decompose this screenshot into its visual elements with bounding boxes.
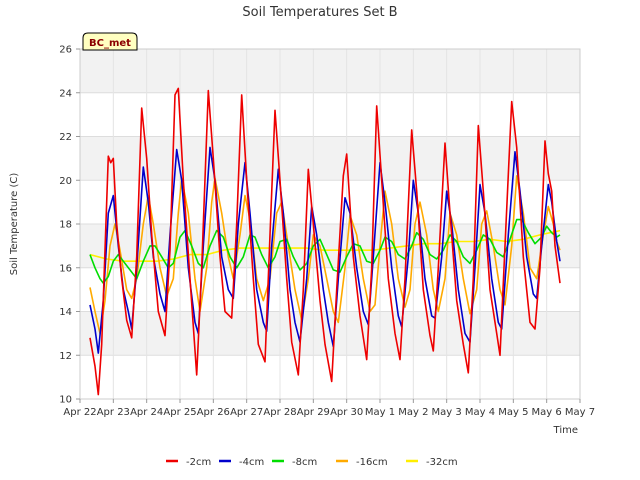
x-tick-label: May 4 bbox=[465, 407, 495, 418]
series-line-minus-8cm bbox=[89, 218, 561, 284]
x-axis-ticks: Apr 22 Apr 23 Apr 24 Apr 25 Apr 26 Apr 27 Apr … bbox=[63, 399, 595, 418]
grid-lines bbox=[79, 48, 581, 400]
series-lines bbox=[89, 87, 561, 396]
plot-band bbox=[80, 92, 580, 137]
x-tick-label: May 7 bbox=[565, 407, 595, 418]
x-tick-label: Apr 28 bbox=[263, 407, 296, 418]
plot-band bbox=[80, 355, 580, 399]
y-tick-label: 22 bbox=[59, 132, 72, 143]
legend-label: -8cm bbox=[292, 457, 317, 468]
y-tick-label: 18 bbox=[59, 220, 72, 231]
x-axis-label: Time bbox=[553, 425, 578, 436]
chart-title: Soil Temperatures Set B bbox=[242, 5, 397, 20]
series-line-minus-2cm bbox=[89, 87, 561, 396]
station-badge-box bbox=[82, 32, 138, 51]
plot-band bbox=[80, 136, 580, 181]
x-tick-label: May 2 bbox=[398, 407, 428, 418]
y-tick-label: 14 bbox=[59, 307, 72, 318]
y-tick-label: 16 bbox=[59, 263, 72, 274]
legend: -2cm -4cm -8cm -16cm -32cm bbox=[166, 457, 458, 468]
x-tick-label: May 3 bbox=[432, 407, 462, 418]
x-tick-label: Apr 24 bbox=[130, 407, 163, 418]
x-tick-label: Apr 25 bbox=[163, 407, 196, 418]
y-tick-label: 20 bbox=[59, 176, 72, 187]
x-tick-label: Apr 29 bbox=[297, 407, 330, 418]
x-tick-label: Apr 30 bbox=[330, 407, 363, 418]
plot-band bbox=[80, 180, 580, 224]
x-tick-label: May 1 bbox=[365, 407, 395, 418]
legend-label: -16cm bbox=[356, 457, 388, 468]
x-tick-label: May 6 bbox=[532, 407, 562, 418]
plot-band bbox=[80, 49, 580, 93]
x-tick-label: May 5 bbox=[498, 407, 528, 418]
station-badge: BC_met bbox=[82, 32, 138, 51]
legend-label: -4cm bbox=[239, 457, 264, 468]
y-tick-label: 10 bbox=[59, 395, 72, 406]
x-tick-label: Apr 23 bbox=[97, 407, 130, 418]
series-line-minus-16cm bbox=[89, 175, 561, 335]
y-axis-ticks: 10 12 14 16 18 20 22 24 26 bbox=[59, 45, 80, 406]
y-tick-label: 12 bbox=[59, 351, 72, 362]
series-line-minus-4cm bbox=[89, 146, 561, 354]
x-tick-label: Apr 27 bbox=[230, 407, 263, 418]
y-axis-label: Soil Temperature (C) bbox=[9, 173, 20, 276]
legend-label: -2cm bbox=[186, 457, 211, 468]
station-badge-label: BC_met bbox=[89, 38, 131, 49]
y-tick-label: 24 bbox=[59, 88, 72, 99]
y-tick-label: 26 bbox=[59, 45, 72, 56]
x-tick-label: Apr 22 bbox=[63, 407, 96, 418]
x-tick-label: Apr 26 bbox=[197, 407, 230, 418]
legend-label: -32cm bbox=[426, 457, 458, 468]
